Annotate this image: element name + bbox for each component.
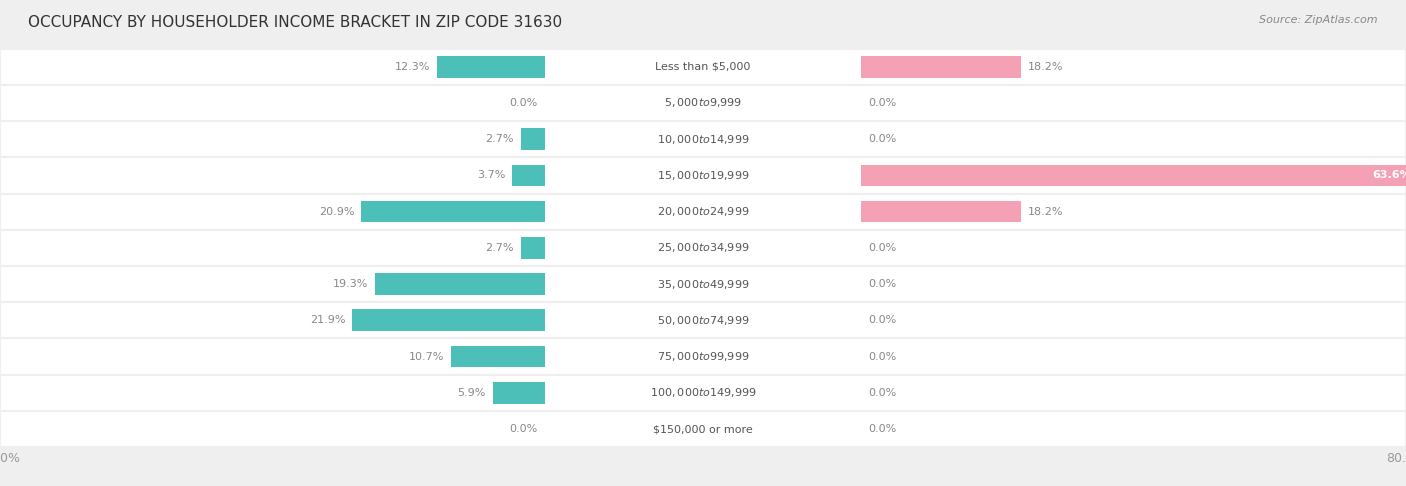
Bar [0, 85, 1406, 121]
Bar [860, 56, 1021, 78]
Bar [437, 56, 546, 78]
Text: 0.0%: 0.0% [509, 98, 537, 108]
Text: 12.3%: 12.3% [394, 62, 430, 72]
Text: Source: ZipAtlas.com: Source: ZipAtlas.com [1260, 15, 1378, 25]
Bar [361, 201, 546, 223]
Bar [0, 230, 1406, 266]
Text: $100,000 to $149,999: $100,000 to $149,999 [650, 386, 756, 399]
Text: 3.7%: 3.7% [477, 171, 505, 180]
Text: OCCUPANCY BY HOUSEHOLDER INCOME BRACKET IN ZIP CODE 31630: OCCUPANCY BY HOUSEHOLDER INCOME BRACKET … [28, 15, 562, 30]
Bar [512, 165, 546, 186]
Bar [0, 121, 1406, 157]
Text: 0.0%: 0.0% [509, 424, 537, 434]
Text: 0.0%: 0.0% [869, 351, 897, 362]
Text: $20,000 to $24,999: $20,000 to $24,999 [657, 205, 749, 218]
Bar [0, 411, 1406, 447]
Bar [0, 375, 1406, 411]
Bar [0, 193, 1406, 230]
Text: $5,000 to $9,999: $5,000 to $9,999 [664, 96, 742, 109]
Text: $50,000 to $74,999: $50,000 to $74,999 [657, 314, 749, 327]
Text: 0.0%: 0.0% [869, 388, 897, 398]
Text: 18.2%: 18.2% [1028, 62, 1063, 72]
Bar [0, 302, 1406, 338]
Text: 20.9%: 20.9% [319, 207, 354, 217]
Bar [375, 273, 546, 295]
Text: Less than $5,000: Less than $5,000 [655, 62, 751, 72]
Legend: Owner-occupied, Renter-occupied: Owner-occupied, Renter-occupied [568, 482, 838, 486]
Bar [0, 266, 1406, 302]
Text: 19.3%: 19.3% [333, 279, 368, 289]
Text: 10.7%: 10.7% [408, 351, 444, 362]
Text: $150,000 or more: $150,000 or more [654, 424, 752, 434]
Text: $10,000 to $14,999: $10,000 to $14,999 [657, 133, 749, 146]
Text: $35,000 to $49,999: $35,000 to $49,999 [657, 278, 749, 291]
Bar [522, 237, 546, 259]
Text: 0.0%: 0.0% [869, 98, 897, 108]
Text: $15,000 to $19,999: $15,000 to $19,999 [657, 169, 749, 182]
Text: 21.9%: 21.9% [309, 315, 346, 325]
Text: 0.0%: 0.0% [869, 243, 897, 253]
Text: 2.7%: 2.7% [485, 134, 515, 144]
Text: 2.7%: 2.7% [485, 243, 515, 253]
Text: 0.0%: 0.0% [869, 279, 897, 289]
Bar [0, 157, 1406, 193]
Text: $75,000 to $99,999: $75,000 to $99,999 [657, 350, 749, 363]
Text: 63.6%: 63.6% [1372, 171, 1406, 180]
Text: 5.9%: 5.9% [457, 388, 486, 398]
Bar [451, 346, 546, 367]
Bar [494, 382, 546, 404]
Bar [860, 165, 1406, 186]
Text: 0.0%: 0.0% [869, 424, 897, 434]
Text: 18.2%: 18.2% [1028, 207, 1063, 217]
Text: 0.0%: 0.0% [869, 134, 897, 144]
Bar [0, 49, 1406, 85]
Bar [0, 338, 1406, 375]
Text: $25,000 to $34,999: $25,000 to $34,999 [657, 242, 749, 254]
Bar [860, 201, 1021, 223]
Text: 0.0%: 0.0% [869, 315, 897, 325]
Bar [353, 310, 546, 331]
Bar [522, 128, 546, 150]
